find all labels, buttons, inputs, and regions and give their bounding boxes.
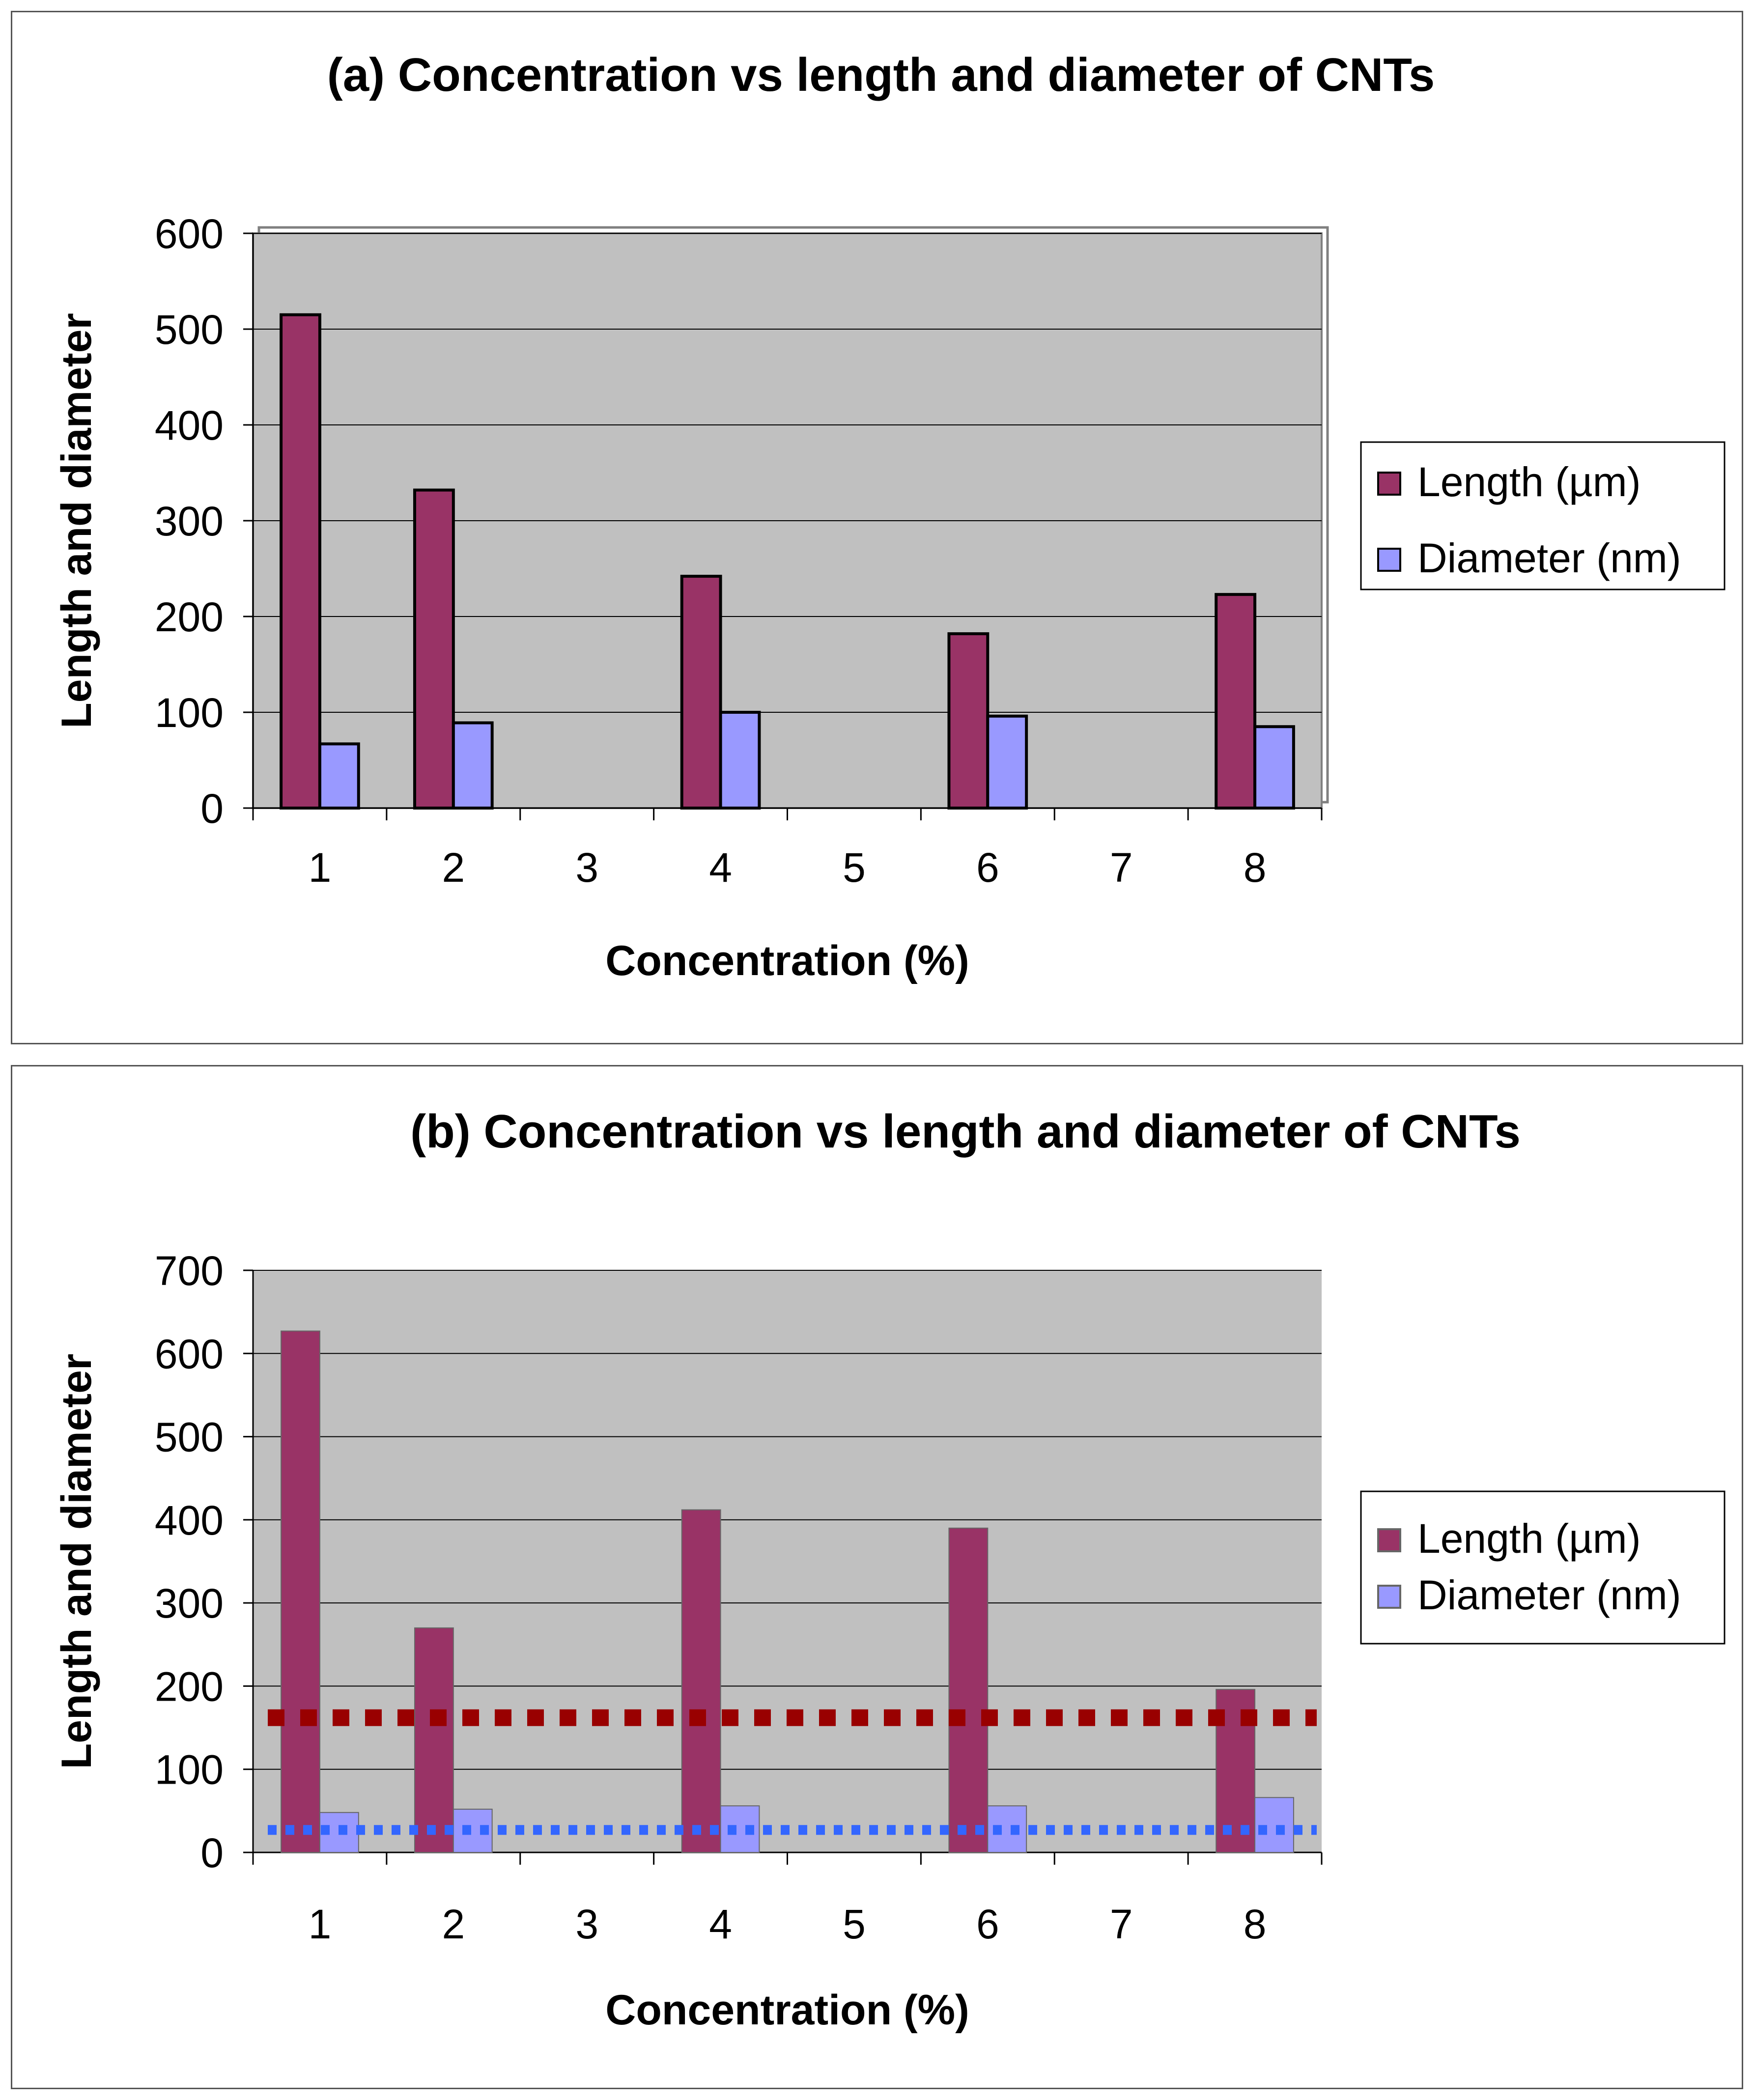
x-tick-label: 3: [575, 1901, 598, 1947]
x-tick-label: 7: [1110, 1901, 1133, 1947]
x-tick-label: 5: [843, 1901, 866, 1947]
y-tick-label: 200: [155, 1663, 224, 1709]
y-tick-label: 100: [155, 1747, 224, 1793]
diameter-bar: [318, 742, 360, 810]
y-tick-label: 300: [155, 1580, 224, 1626]
x-axis-title: Concentration (%): [605, 937, 969, 984]
legend-label-length: Length (µm): [1417, 1515, 1641, 1562]
x-tick-label: 2: [442, 844, 465, 891]
plot-area: [253, 1270, 1322, 1852]
legend-label-length: Length (µm): [1417, 459, 1641, 505]
chart-panel-b: (b) Concentration vs length and diameter…: [11, 1065, 1743, 2089]
diameter-bar: [1253, 725, 1295, 810]
length-bar: [948, 1527, 989, 1853]
y-tick-label: 600: [155, 1331, 224, 1377]
x-tick-label: 2: [442, 1901, 465, 1947]
legend-box: [1360, 441, 1726, 590]
length-bar: [947, 632, 990, 810]
x-tick-label: 6: [976, 844, 999, 891]
y-tick-label: 600: [155, 211, 224, 257]
y-tick-label: 500: [155, 307, 224, 353]
length-bar: [414, 1627, 454, 1853]
chart-title: (b) Concentration vs length and diameter…: [410, 1105, 1521, 1158]
legend-swatch-length: [1377, 1528, 1401, 1552]
legend-label-diameter: Diameter (nm): [1417, 535, 1681, 581]
x-tick-label: 8: [1244, 844, 1267, 891]
y-tick-label: 500: [155, 1414, 224, 1460]
y-tick-label: 100: [155, 690, 224, 736]
y-axis-title: Length and diameter: [53, 1354, 100, 1769]
diameter-bar: [452, 721, 494, 810]
y-tick-label: 0: [200, 785, 224, 832]
x-tick-label: 4: [709, 844, 732, 891]
legend-swatch-diameter: [1377, 1585, 1401, 1609]
length-bar: [280, 313, 321, 810]
legend-swatch-length: [1377, 472, 1401, 496]
x-tick-label: 4: [709, 1901, 732, 1947]
x-tick-label: 1: [309, 1901, 332, 1947]
x-tick-label: 1: [309, 844, 332, 891]
length-bar: [680, 575, 722, 810]
length-bar: [413, 488, 455, 810]
y-tick-label: 400: [155, 402, 224, 448]
x-tick-label: 3: [575, 844, 598, 891]
length-bar: [281, 1330, 320, 1853]
chart-b: (b) Concentration vs length and diameter…: [53, 1105, 1726, 2034]
chart-a: (a) Concentration vs length and diameter…: [53, 49, 1726, 984]
diameter-bar: [986, 714, 1028, 810]
diameter-bar: [719, 711, 761, 810]
x-axis-title: Concentration (%): [605, 1987, 969, 2034]
length-bar: [1215, 593, 1257, 810]
y-tick-label: 700: [155, 1248, 224, 1294]
chart-title: (a) Concentration vs length and diameter…: [327, 49, 1435, 101]
x-tick-label: 6: [976, 1901, 999, 1947]
y-tick-label: 400: [155, 1497, 224, 1543]
y-axis-title: Length and diameter: [53, 313, 100, 728]
length-bar: [681, 1509, 721, 1853]
diameter-bar: [1254, 1797, 1294, 1853]
legend-swatch-diameter: [1377, 548, 1401, 572]
y-tick-label: 200: [155, 594, 224, 640]
legend-label-diameter: Diameter (nm): [1417, 1572, 1681, 1618]
x-tick-label: 5: [843, 844, 866, 891]
x-tick-label: 7: [1110, 844, 1133, 891]
y-tick-label: 300: [155, 498, 224, 544]
y-tick-label: 0: [200, 1830, 224, 1876]
chart-panel-a: (a) Concentration vs length and diameter…: [11, 11, 1743, 1044]
x-tick-label: 8: [1244, 1901, 1267, 1947]
legend-box: [1360, 1490, 1726, 1645]
